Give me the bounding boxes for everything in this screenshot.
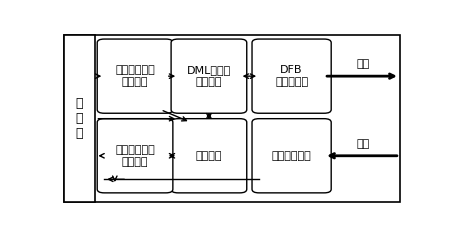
FancyBboxPatch shape [64,35,400,202]
Text: 发送时钟数据
恢复电路: 发送时钟数据 恢复电路 [115,65,155,87]
Text: 光纤: 光纤 [356,139,370,149]
FancyBboxPatch shape [171,39,247,113]
Text: 电
接
口: 电 接 口 [76,97,84,140]
FancyBboxPatch shape [64,35,95,202]
FancyBboxPatch shape [97,39,173,113]
Text: 光纤: 光纤 [356,59,370,69]
FancyBboxPatch shape [252,119,331,193]
Text: 微控制器: 微控制器 [196,151,222,161]
FancyBboxPatch shape [252,39,331,113]
FancyBboxPatch shape [97,119,173,193]
Text: 光探测器组件: 光探测器组件 [272,151,311,161]
FancyBboxPatch shape [171,119,247,193]
Text: 接收时钟数据
恢复电路: 接收时钟数据 恢复电路 [115,145,155,167]
Text: DML激光器
驱动组件: DML激光器 驱动组件 [187,65,231,87]
Text: DFB
激光器组件: DFB 激光器组件 [275,65,308,87]
